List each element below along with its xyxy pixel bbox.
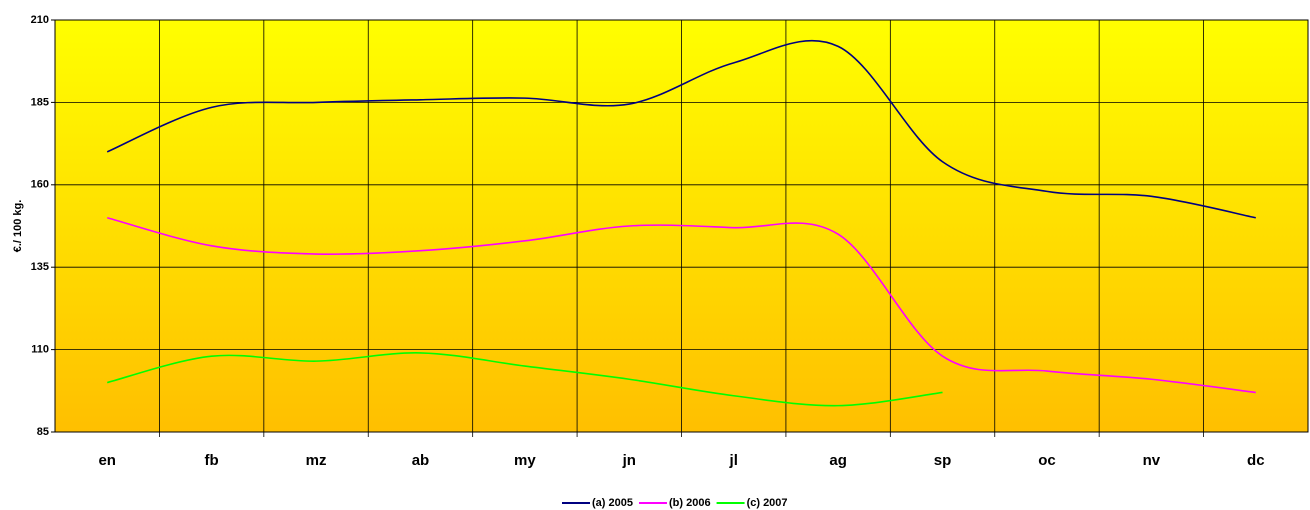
x-tick-label: ag	[829, 452, 847, 469]
x-tick-label: sp	[934, 452, 952, 469]
x-tick-label: my	[514, 452, 536, 469]
x-tick-label: fb	[205, 452, 219, 469]
x-tick-label: ab	[412, 452, 430, 469]
y-tick-label: 85	[37, 426, 49, 438]
x-tick-label: mz	[306, 452, 327, 469]
x-tick-label: nv	[1143, 452, 1161, 469]
line-series	[107, 216, 1256, 394]
legend-label: (c) 2007	[747, 497, 788, 509]
x-tick-label: jl	[729, 452, 738, 469]
y-tick-label: 135	[31, 261, 49, 273]
y-tick-label: 110	[31, 344, 49, 356]
y-tick-label: 185	[31, 96, 49, 108]
x-tick-label: oc	[1038, 452, 1056, 469]
line-series	[106, 39, 1256, 219]
legend-label: (a) 2005	[592, 497, 633, 509]
y-tick-label: 210	[31, 14, 49, 26]
legend-label: (b) 2006	[669, 497, 711, 509]
y-axis-label: €./ 100 kg.	[12, 200, 24, 253]
x-tick-label: jn	[622, 452, 636, 469]
x-tick-label: dc	[1247, 452, 1265, 469]
line-series	[107, 352, 943, 407]
y-tick-label: 160	[31, 179, 49, 191]
x-tick-label: en	[98, 452, 116, 469]
